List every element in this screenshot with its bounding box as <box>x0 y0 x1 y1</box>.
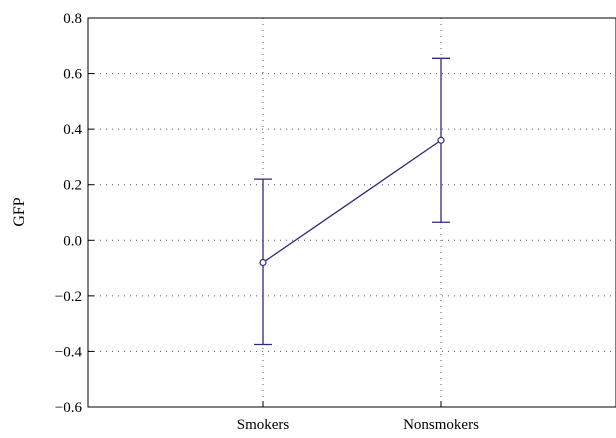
x-axis: Smokers Nonsmokers <box>237 401 479 433</box>
y-tick-label: 0.0 <box>63 233 82 249</box>
y-tick-label: −0.2 <box>55 289 82 305</box>
x-tick-label: Nonsmokers <box>403 417 479 433</box>
plot-frame <box>87 17 616 408</box>
series-layer <box>254 57 450 346</box>
y-axis-title: GFP <box>11 197 28 226</box>
y-tick-label: −0.4 <box>55 344 83 360</box>
y-tick-label: 0.4 <box>63 122 82 138</box>
y-axis: 0.8 0.6 0.4 0.2 0.0 −0.2 −0.4 −0.6 <box>55 11 94 416</box>
grid-layer <box>88 18 616 407</box>
series-line <box>262 139 442 264</box>
y-tick-label: 0.2 <box>63 178 82 194</box>
y-tick-label: 0.8 <box>63 11 82 27</box>
data-point <box>437 136 445 144</box>
data-point <box>259 258 267 267</box>
x-tick-label: Smokers <box>237 417 290 433</box>
y-tick-label: −0.6 <box>55 400 83 416</box>
y-tick-label: 0.6 <box>63 67 82 83</box>
